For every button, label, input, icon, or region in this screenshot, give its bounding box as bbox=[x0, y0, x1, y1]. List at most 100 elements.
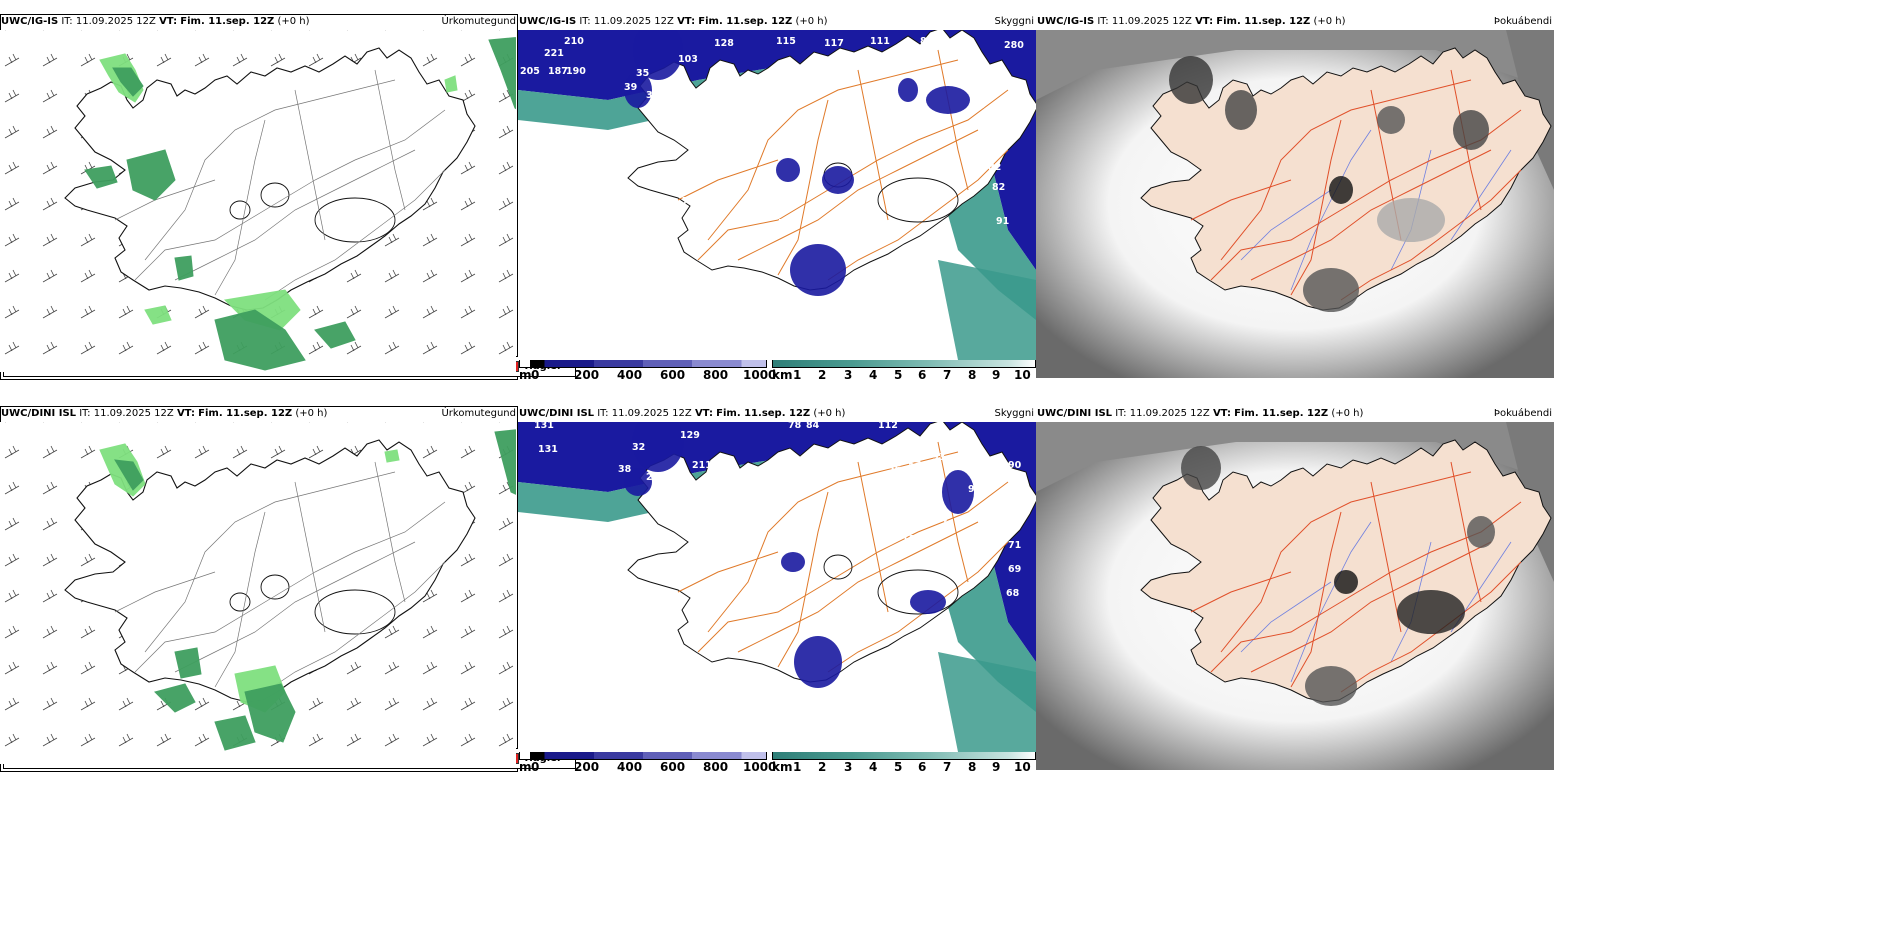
visibility-value: 71 bbox=[1008, 540, 1021, 551]
visibility-tick: 3 bbox=[844, 760, 853, 774]
visibility-value: 57 bbox=[908, 460, 921, 471]
fog-header-top: UWC/IG-IS IT: 11.09.2025 12Z VT: Fim. 11… bbox=[1036, 14, 1554, 30]
height-tick: 800 bbox=[703, 368, 729, 382]
visibility-value: 43 bbox=[760, 700, 773, 711]
offset: (+0 h) bbox=[1331, 408, 1364, 419]
visibility-value: 68 bbox=[1006, 588, 1020, 599]
height-unit: m bbox=[519, 368, 532, 382]
fog-title: Þokuábendi bbox=[1493, 16, 1552, 27]
it-value: 11.09.2025 12Z bbox=[93, 408, 174, 419]
height-tick: 600 bbox=[660, 368, 686, 382]
it-value: 11.09.2025 12Z bbox=[1111, 16, 1192, 27]
visibility-tick: 5 bbox=[894, 368, 903, 382]
visibility-value: 115 bbox=[776, 36, 796, 47]
visibility-tick: 8 bbox=[968, 368, 977, 382]
visibility-value: 29 bbox=[646, 472, 659, 483]
visibility-value: 37 bbox=[670, 494, 683, 505]
offset: (+0 h) bbox=[277, 16, 310, 27]
height-tick: 800 bbox=[703, 760, 729, 774]
it-label: IT: bbox=[1097, 16, 1109, 27]
visibility-tick: 10 bbox=[1014, 760, 1031, 774]
precip-type-title: Úrkomutegund bbox=[441, 16, 516, 27]
visibility-tick: 9 bbox=[992, 368, 1001, 382]
it-value: 11.09.2025 12Z bbox=[593, 16, 674, 27]
it-label: IT: bbox=[597, 408, 609, 419]
offset: (+0 h) bbox=[813, 408, 846, 419]
visibility-tick: 2 bbox=[818, 368, 827, 382]
height-tick: 600 bbox=[660, 760, 686, 774]
visibility-value: 29 bbox=[772, 322, 785, 333]
visibility-value: 82 bbox=[992, 182, 1005, 193]
visibility-value: 131 bbox=[538, 444, 558, 455]
visibility-unit: km bbox=[772, 760, 793, 774]
vt-value: Fim. 11.sep. 12Z bbox=[698, 16, 793, 27]
vt-label: VT: bbox=[159, 16, 178, 27]
visibility-tick: 9 bbox=[992, 760, 1001, 774]
visibility-value: 98 bbox=[900, 152, 914, 163]
vis-header-top: UWC/IG-IS IT: 11.09.2025 12Z VT: Fim. 11… bbox=[518, 14, 1036, 30]
precip-header-bottom: UWC/DINI ISL IT: 11.09.2025 12Z VT: Fim.… bbox=[0, 406, 518, 422]
visibility-value: 68 bbox=[972, 100, 986, 111]
height-tick: 1000 bbox=[743, 368, 777, 382]
visibility-value: 91 bbox=[968, 484, 981, 495]
visibility-value: 76 bbox=[682, 196, 696, 207]
visibility-tick: 4 bbox=[869, 760, 878, 774]
it-label: IT: bbox=[79, 408, 91, 419]
it-value: 11.09.2025 12Z bbox=[1129, 408, 1210, 419]
visibility-tick: 1 bbox=[793, 368, 802, 382]
visibility-value: 35 bbox=[636, 68, 649, 79]
visibility-value: 99 bbox=[982, 464, 995, 475]
precip-type-map bbox=[0, 30, 516, 372]
visibility-value: 84 bbox=[806, 422, 820, 431]
fog-index-map bbox=[1036, 30, 1554, 378]
height-tick: 400 bbox=[617, 368, 643, 382]
vt-value: Fim. 11.sep. 12Z bbox=[198, 408, 293, 419]
visibility-value: 211 bbox=[692, 460, 712, 471]
visibility-value: 56 bbox=[968, 512, 982, 523]
visibility-value: 55 bbox=[926, 528, 939, 539]
visibility-value: 36 bbox=[674, 110, 688, 121]
offset: (+0 h) bbox=[795, 16, 828, 27]
visibility-map: 221 210 205 187 190 103 128 115 117 111 85 280 35 39 3… bbox=[518, 30, 1036, 360]
visibility-value: 103 bbox=[678, 54, 698, 65]
visibility-value: 32 bbox=[632, 442, 645, 453]
visibility-value: 129 bbox=[680, 430, 700, 441]
visibility-value: 39 bbox=[624, 82, 637, 93]
visibility-unit: km bbox=[772, 368, 793, 382]
visibility-tick: 1 bbox=[793, 760, 802, 774]
visibility-value: 112 bbox=[878, 422, 898, 431]
visibility-value: 30 bbox=[646, 90, 660, 101]
visibility-value: 76 bbox=[962, 82, 976, 93]
vt-label: VT: bbox=[694, 408, 713, 419]
offset: (+0 h) bbox=[1313, 16, 1346, 27]
visibility-value: 82 bbox=[988, 162, 1001, 173]
visibility-value: 91 bbox=[996, 216, 1009, 227]
it-value: 11.09.2025 12Z bbox=[611, 408, 692, 419]
visibility-tick: 6 bbox=[918, 760, 927, 774]
precip-type-map bbox=[0, 422, 516, 764]
visibility-tick: 7 bbox=[943, 760, 952, 774]
visibility-value: 58 bbox=[860, 190, 874, 201]
height-tick: 200 bbox=[574, 368, 600, 382]
visibility-value: 38 bbox=[618, 464, 632, 475]
visibility-tick: 10 bbox=[1014, 368, 1031, 382]
vt-value: Fim. 11.sep. 12Z bbox=[1234, 408, 1329, 419]
visibility-value: 187 bbox=[548, 66, 568, 77]
visibility-value: 78 bbox=[788, 422, 802, 431]
visibility-value: 69 bbox=[1008, 564, 1021, 575]
visibility-tick: 8 bbox=[968, 760, 977, 774]
vt-value: Fim. 11.sep. 12Z bbox=[180, 16, 275, 27]
height-unit: m bbox=[519, 760, 532, 774]
height-tick: 0 bbox=[531, 368, 540, 382]
height-tick: 200 bbox=[574, 760, 600, 774]
visibility-value: 111 bbox=[870, 36, 890, 47]
vt-value: Fim. 11.sep. 12Z bbox=[1216, 16, 1311, 27]
visibility-value: 69 bbox=[660, 294, 673, 305]
visibility-value: 17 bbox=[768, 676, 781, 687]
model-name: UWC/IG-IS bbox=[1037, 16, 1095, 27]
visibility-value: 131 bbox=[534, 422, 554, 431]
visibility-tick: 5 bbox=[894, 760, 903, 774]
height-tick: 400 bbox=[617, 760, 643, 774]
visibility-value: 81 bbox=[984, 142, 997, 153]
